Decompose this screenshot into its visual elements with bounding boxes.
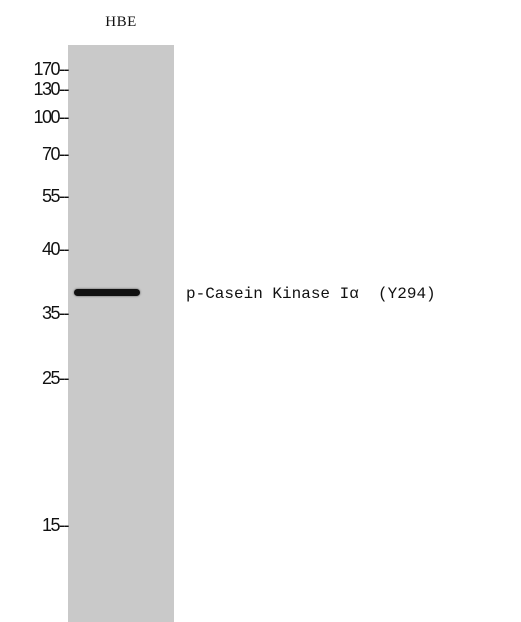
marker-label: 35-- xyxy=(41,303,70,323)
marker-label: 70-- xyxy=(41,144,70,164)
marker-label: 170-- xyxy=(33,59,69,79)
marker-label: 25-- xyxy=(41,368,70,388)
protein-band xyxy=(74,289,140,296)
gel-lane xyxy=(68,45,174,622)
band-label: p-Casein Kinase Iα (Y294) xyxy=(186,285,436,303)
marker-label: 130-- xyxy=(33,79,69,99)
marker-label: 15-- xyxy=(41,515,70,535)
marker-label: 100-- xyxy=(33,107,69,127)
lane-label: HBE xyxy=(105,14,137,30)
marker-label: 40-- xyxy=(41,239,70,259)
marker-label: 55-- xyxy=(41,186,70,206)
